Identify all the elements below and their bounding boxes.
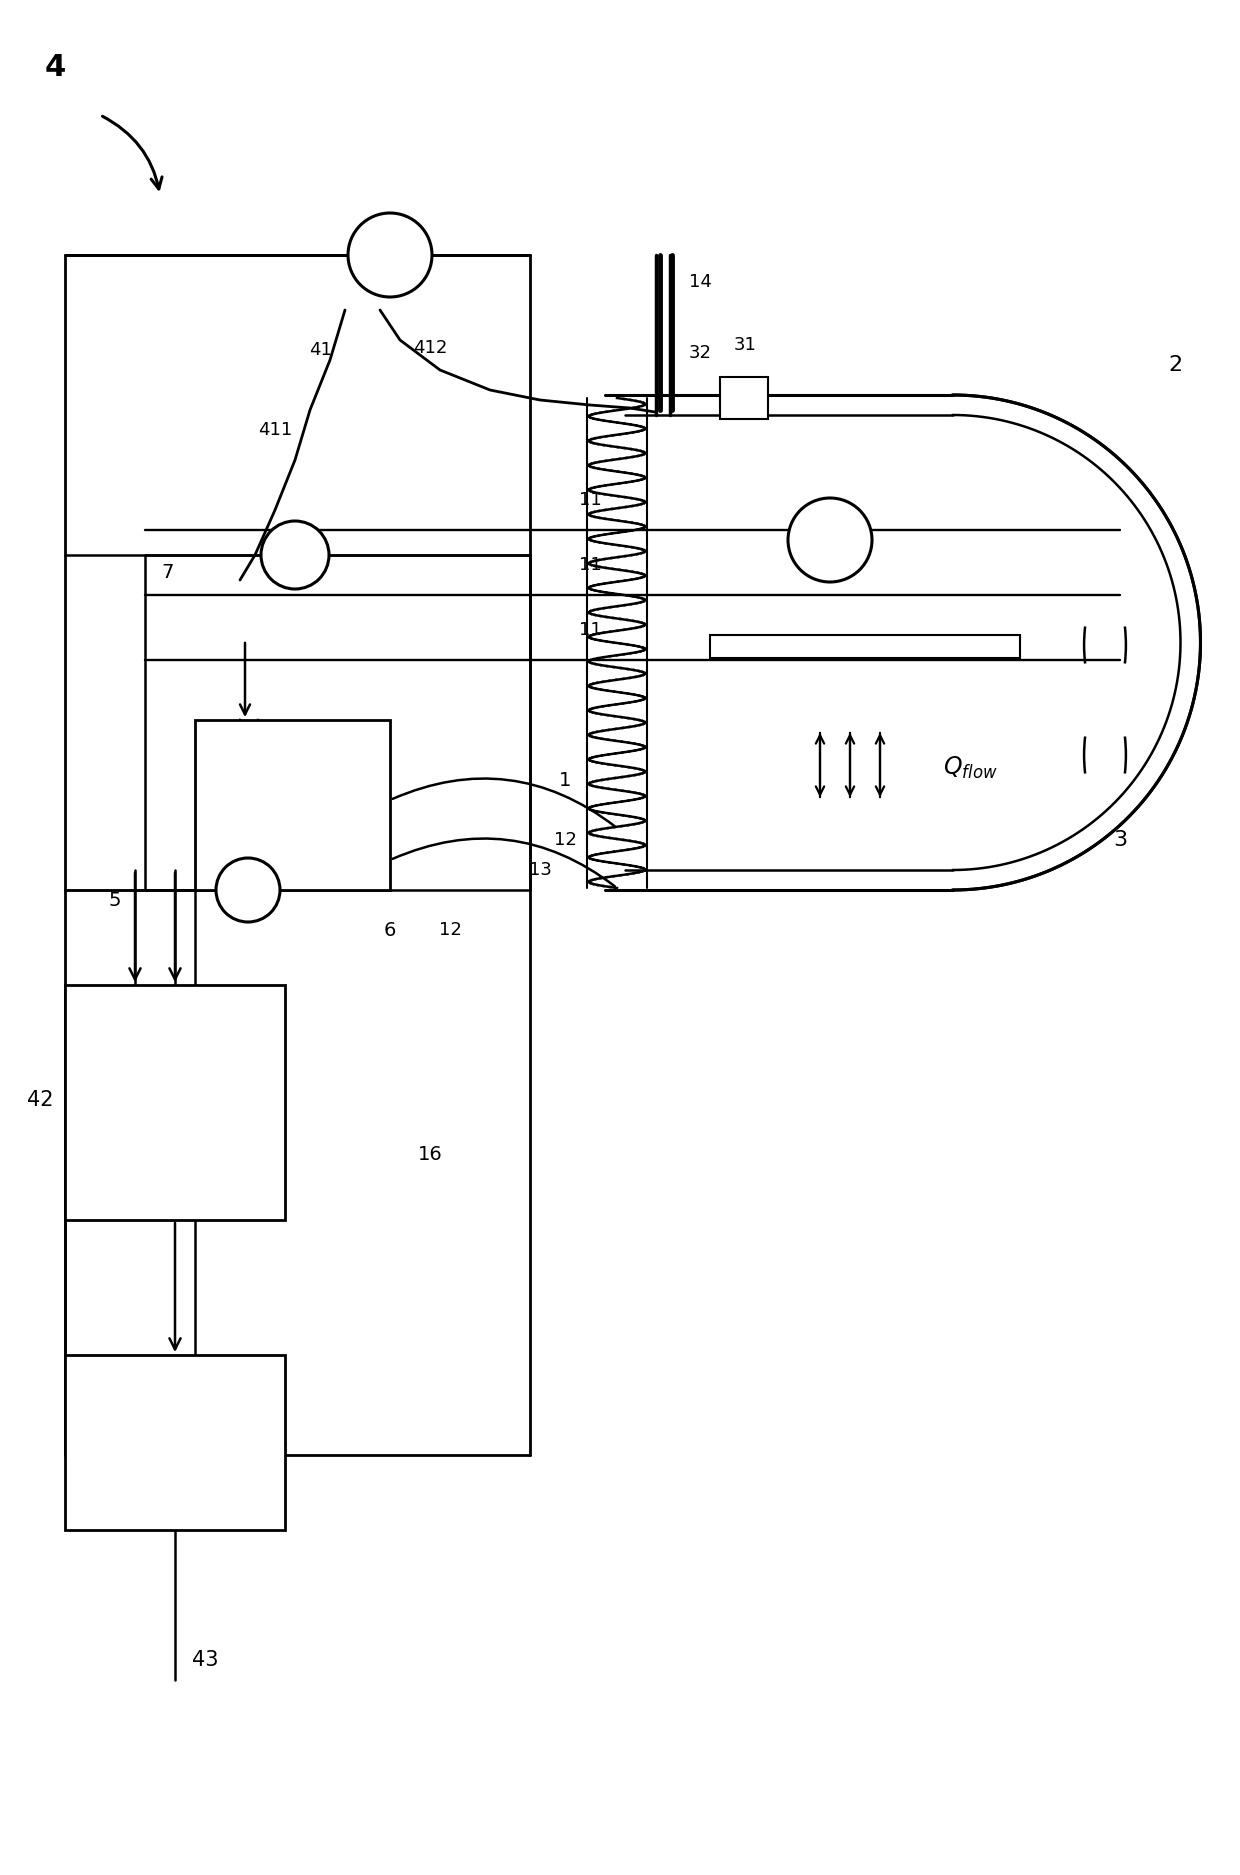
Text: 控制: 控制: [281, 797, 304, 814]
Text: 11: 11: [579, 557, 601, 574]
Text: $E_f$: $E_f$: [378, 242, 403, 268]
Text: 4: 4: [45, 54, 66, 82]
Text: 11: 11: [579, 491, 601, 508]
Text: 电势差: 电势差: [157, 1063, 192, 1082]
Bar: [195, 720, 391, 891]
Text: 14: 14: [688, 274, 712, 291]
Bar: [64, 1356, 285, 1530]
Text: $Q_{flow}$: $Q_{flow}$: [942, 756, 997, 782]
Text: 16: 16: [418, 1146, 443, 1164]
Text: 3: 3: [1114, 831, 1127, 849]
Bar: [64, 984, 285, 1221]
Text: 测量装置: 测量装置: [151, 1123, 198, 1142]
Bar: [720, 377, 768, 418]
Circle shape: [216, 859, 280, 922]
Text: 控制器: 控制器: [157, 1432, 192, 1451]
Circle shape: [787, 499, 872, 581]
Text: 1: 1: [559, 771, 572, 789]
Text: $Q_c$: $Q_c$: [281, 544, 308, 566]
Text: 412: 412: [413, 339, 448, 356]
Text: 13: 13: [528, 861, 552, 879]
Text: 41: 41: [309, 341, 331, 358]
Text: 温度: 温度: [281, 752, 304, 769]
Text: 7: 7: [161, 562, 174, 581]
Text: 5: 5: [109, 891, 122, 909]
Text: 32: 32: [688, 343, 712, 362]
Text: 6: 6: [384, 921, 397, 939]
Bar: [711, 636, 1021, 658]
Text: 循环器: 循环器: [277, 842, 309, 859]
Text: 42: 42: [27, 1089, 53, 1110]
Text: 43: 43: [192, 1650, 218, 1671]
Circle shape: [348, 214, 432, 296]
Text: 411: 411: [258, 422, 293, 439]
Circle shape: [260, 521, 329, 589]
Text: 31: 31: [734, 336, 756, 354]
Text: 12: 12: [553, 831, 577, 849]
Text: 2: 2: [1168, 354, 1182, 375]
Text: R: R: [239, 879, 257, 900]
Text: 11: 11: [579, 621, 601, 639]
Text: $E_r$: $E_r$: [818, 529, 842, 551]
Text: 12: 12: [439, 921, 461, 939]
